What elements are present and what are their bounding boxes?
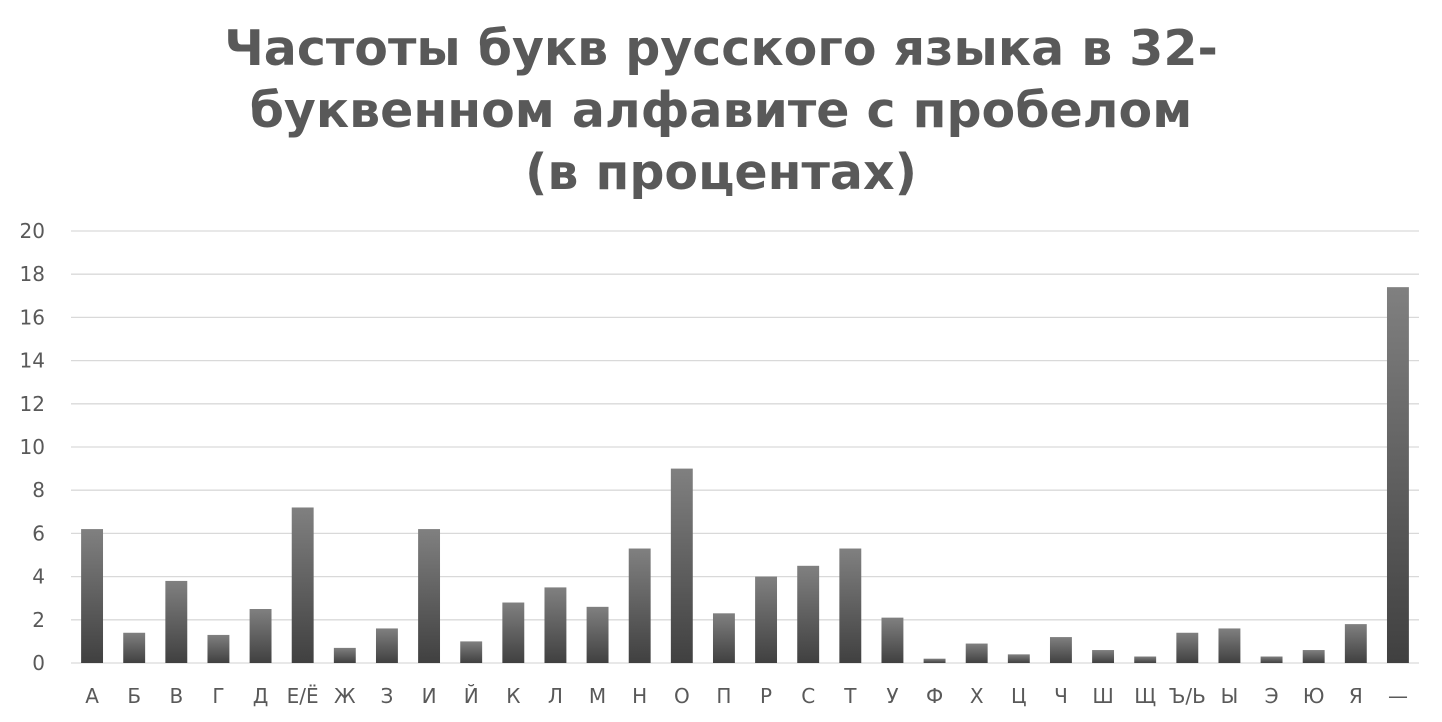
- y-tick-label: 10: [20, 435, 45, 459]
- x-tick-label: Ч: [1054, 684, 1068, 708]
- x-tick-label: Ю: [1303, 684, 1325, 708]
- bar: [502, 602, 525, 663]
- bar: [544, 587, 567, 663]
- y-tick-label: 12: [20, 392, 45, 416]
- x-tick-label: Т: [843, 684, 857, 708]
- y-tick-label: 16: [20, 305, 45, 329]
- chart-title: Частоты букв русского языка в 32- буквен…: [224, 20, 1218, 201]
- y-axis-ticks: 0 2 4 6 8 10 12 14 16 18 20: [20, 219, 45, 675]
- bar: [1344, 624, 1367, 663]
- bar: [628, 548, 651, 663]
- bar: [123, 632, 146, 663]
- bar: [1176, 632, 1199, 663]
- x-tick-label: А: [85, 684, 99, 708]
- bar: [207, 634, 230, 663]
- bar: [712, 613, 735, 663]
- x-tick-label: Ф: [926, 684, 943, 708]
- x-tick-label: Щ: [1134, 684, 1156, 708]
- bar: [81, 529, 104, 663]
- x-tick-label: Г: [212, 684, 224, 708]
- x-tick-label: В: [169, 684, 183, 708]
- bar: [839, 548, 862, 663]
- x-tick-label: —: [1388, 684, 1408, 708]
- bar: [460, 641, 483, 663]
- x-tick-label: Х: [970, 684, 984, 708]
- x-tick-label: Й: [464, 684, 479, 708]
- bar: [375, 628, 398, 663]
- bar: [755, 576, 778, 663]
- x-tick-label: Ж: [334, 684, 356, 708]
- x-tick-label: Ц: [1011, 684, 1027, 708]
- x-tick-label: Я: [1349, 684, 1363, 708]
- y-tick-label: 18: [20, 262, 45, 286]
- bar: [1092, 650, 1115, 663]
- x-tick-label: Б: [127, 684, 141, 708]
- bar: [881, 617, 904, 663]
- x-tick-label: С: [801, 684, 815, 708]
- bar: [418, 529, 441, 663]
- y-tick-label: 8: [32, 478, 45, 502]
- bar: [1134, 656, 1157, 663]
- bar: [797, 565, 820, 663]
- y-tick-label: 4: [32, 565, 45, 589]
- bar: [165, 580, 188, 663]
- x-tick-label: О: [674, 684, 690, 708]
- x-tick-label: Н: [632, 684, 647, 708]
- x-tick-label: П: [716, 684, 731, 708]
- y-tick-label: 20: [20, 219, 45, 243]
- bar: [1218, 628, 1241, 663]
- y-tick-label: 0: [32, 651, 45, 675]
- bars: [81, 287, 1409, 663]
- x-tick-label: Л: [548, 684, 563, 708]
- x-tick-label: Р: [760, 684, 772, 708]
- x-tick-label: У: [886, 684, 898, 708]
- bar: [1007, 654, 1030, 663]
- x-tick-label: Ш: [1092, 684, 1113, 708]
- x-tick-label: И: [422, 684, 437, 708]
- bar: [1049, 637, 1072, 663]
- bar: [1302, 650, 1325, 663]
- x-tick-label: Ъ/Ь: [1169, 684, 1206, 708]
- y-tick-label: 14: [20, 349, 45, 373]
- bar: [965, 643, 988, 663]
- bar: [1260, 656, 1283, 663]
- y-tick-label: 6: [32, 521, 45, 545]
- bar: [291, 507, 314, 663]
- x-tick-label: Ы: [1221, 684, 1239, 708]
- gridlines: [71, 230, 1419, 664]
- x-tick-label: Д: [253, 684, 269, 708]
- bar: [586, 606, 609, 663]
- x-tick-label: К: [506, 684, 520, 708]
- bar: [1386, 287, 1409, 663]
- bar: [670, 468, 693, 663]
- bar: [333, 647, 356, 663]
- x-axis-labels: А Б В Г Д Е/Ё Ж З И Й К Л М Н О П Р С Т У Ф Х Ц Ч Ш Щ Ъ/Ь Ы Э Ю Я —: [85, 684, 1408, 708]
- x-tick-label: З: [381, 684, 394, 708]
- bar: [249, 609, 272, 663]
- y-tick-label: 2: [32, 608, 45, 632]
- x-tick-label: М: [589, 684, 606, 708]
- bar: [923, 658, 946, 663]
- x-tick-label: Е/Ё: [287, 684, 319, 708]
- x-tick-label: Э: [1265, 684, 1279, 708]
